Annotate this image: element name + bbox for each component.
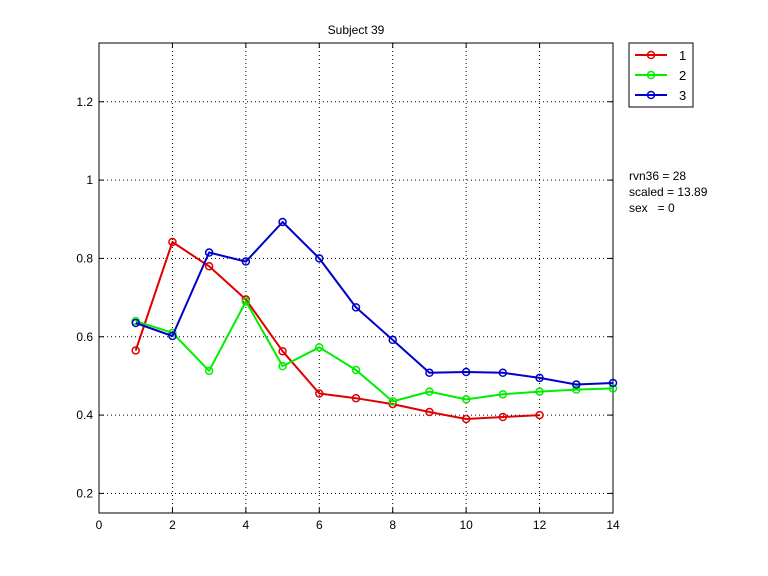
data-point: [131, 346, 140, 355]
data-point: [572, 380, 581, 389]
x-tick-label: 0: [96, 518, 103, 532]
data-point: [608, 384, 618, 393]
data-point: [461, 395, 471, 404]
legend-item: 3: [635, 88, 686, 103]
data-point: [425, 387, 434, 396]
annotation-line: rvn36 = 28: [629, 169, 686, 183]
legend-item: 1: [635, 48, 686, 63]
data-point: [461, 414, 471, 424]
data-point: [608, 378, 618, 388]
data-point: [278, 346, 287, 356]
series-1: [131, 237, 544, 424]
y-tick-label: 0.8: [76, 251, 93, 265]
axes-ticks: 0 2 4 6 8 10 12 14 0.2 0.4 0.6 0.8 1 1.2: [76, 43, 620, 532]
series-line: [134, 241, 540, 420]
legend-label: 2: [679, 68, 686, 83]
data-point: [572, 385, 581, 394]
series-line: [135, 221, 614, 386]
y-tick-label: 0.4: [76, 408, 93, 422]
series-line: [135, 300, 614, 403]
data-point: [278, 361, 287, 371]
x-tick-label: 6: [316, 518, 323, 532]
data-point: [315, 254, 324, 263]
x-tick-label: 4: [243, 518, 250, 532]
data-point: [535, 410, 544, 420]
data-point: [204, 366, 214, 376]
data-point: [168, 331, 177, 341]
data-point: [388, 335, 397, 345]
data-point: [278, 217, 287, 227]
series-3: [131, 217, 618, 389]
data-point: [388, 397, 397, 406]
series-layer: [131, 217, 618, 424]
x-tick-label: 8: [389, 518, 396, 532]
data-point: [351, 393, 361, 403]
data-point: [535, 387, 544, 396]
data-point: [535, 373, 544, 383]
annotation-line: sex = 0: [629, 201, 675, 215]
y-tick-label: 1: [86, 173, 93, 187]
x-tick-label: 2: [169, 518, 176, 532]
legend-marker: [646, 70, 656, 80]
legend-label: 1: [679, 48, 686, 63]
data-point: [241, 257, 251, 266]
y-tick-label: 0.2: [76, 486, 93, 500]
annotation-line: scaled = 13.89: [629, 185, 708, 199]
x-tick-label: 12: [533, 518, 547, 532]
legend: 1 2 3: [628, 42, 694, 108]
data-point: [461, 367, 471, 377]
data-point: [498, 368, 508, 378]
x-tick-label: 14: [606, 518, 620, 532]
y-tick-label: 0.6: [76, 330, 93, 344]
data-point: [131, 318, 140, 328]
data-point: [204, 248, 214, 257]
data-point: [351, 365, 361, 375]
data-point: [498, 412, 508, 422]
data-point: [315, 343, 324, 352]
legend-marker: [646, 90, 656, 100]
data-point: [425, 368, 434, 378]
data-point: [168, 237, 177, 247]
y-tick-label: 1.2: [76, 95, 93, 109]
legend-marker: [646, 50, 656, 60]
data-point: [241, 297, 251, 306]
data-point: [204, 262, 214, 271]
data-point: [351, 303, 361, 312]
annotation-block: rvn36 = 28 scaled = 13.89 sex = 0: [629, 169, 708, 215]
plot-frame: [98, 42, 614, 514]
chart-title: Subject 39: [328, 23, 385, 37]
data-point: [315, 389, 324, 398]
series-2: [131, 297, 618, 406]
legend-label: 3: [679, 88, 686, 103]
data-point: [425, 407, 434, 417]
x-tick-label: 10: [459, 518, 473, 532]
legend-item: 2: [635, 68, 686, 83]
plot-area: [99, 43, 613, 513]
data-point: [498, 390, 508, 399]
